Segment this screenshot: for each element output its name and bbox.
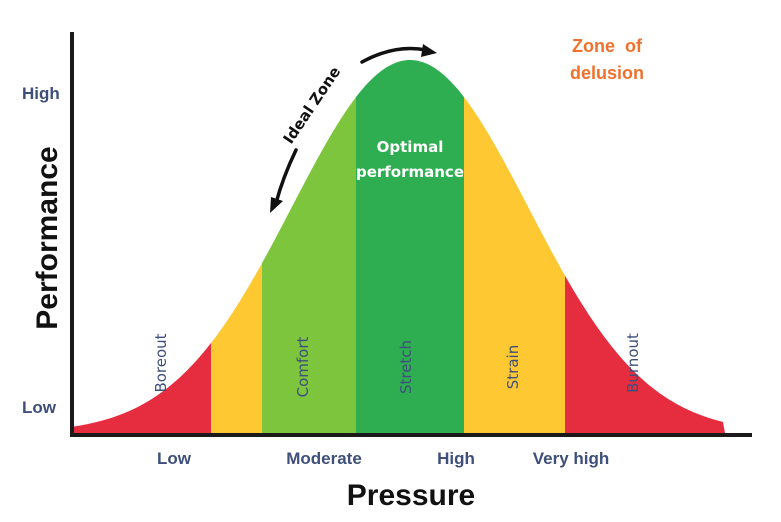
zone-band-boreout <box>72 60 211 433</box>
delusion-label-line2: delusion <box>570 63 644 83</box>
delusion-label-line1: Zone of <box>572 36 643 56</box>
y-tick-low: Low <box>22 398 57 417</box>
zone-band-stretch <box>356 60 464 433</box>
zone-label-stretch: Stretch <box>397 340 415 394</box>
ideal-zone-right-arrow-icon <box>360 44 437 64</box>
y-tick-high: High <box>22 84 60 103</box>
x-tick-moderate: Moderate <box>286 449 362 468</box>
ideal-zone-down-arrow-icon <box>270 148 298 213</box>
x-tick-low: Low <box>157 449 192 468</box>
zone-band-burnout <box>565 60 725 433</box>
optimal-label-line1: Optimal <box>377 138 444 156</box>
zone-label-burnout: Burnout <box>624 333 642 393</box>
zone-label-strain: Strain <box>504 345 522 389</box>
x-axis-title: Pressure <box>347 479 475 512</box>
optimal-label-line2: performance <box>356 163 464 181</box>
zone-label-comfort: Comfort <box>294 337 312 398</box>
y-axis-title: Performance <box>31 146 64 329</box>
zone-band-low-yellow <box>211 60 262 433</box>
x-tick-high: High <box>437 449 475 468</box>
x-tick-very-high: Very high <box>533 449 610 468</box>
zone-label-boreout: Boreout <box>152 333 170 392</box>
